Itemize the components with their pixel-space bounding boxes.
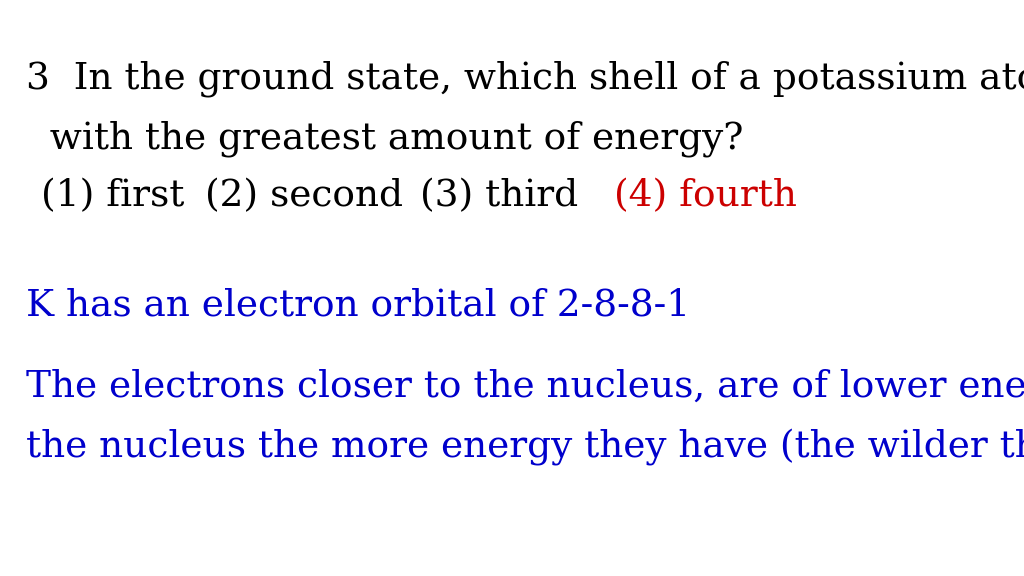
Text: (1) first: (1) first — [41, 179, 184, 215]
Text: with the greatest amount of energy?: with the greatest amount of energy? — [26, 121, 743, 157]
Text: (2) second: (2) second — [205, 179, 402, 215]
Text: 3  In the ground state, which shell of a potassium atom has an electron: 3 In the ground state, which shell of a … — [26, 60, 1024, 97]
Text: the nucleus the more energy they have (the wilder they are! So to speak): the nucleus the more energy they have (t… — [26, 429, 1024, 466]
Text: The electrons closer to the nucleus, are of lower energy.  The further from: The electrons closer to the nucleus, are… — [26, 369, 1024, 405]
Text: (4) fourth: (4) fourth — [614, 179, 798, 215]
Text: K has an electron orbital of 2-8-8-1: K has an electron orbital of 2-8-8-1 — [26, 288, 690, 324]
Text: (3) third: (3) third — [420, 179, 578, 215]
